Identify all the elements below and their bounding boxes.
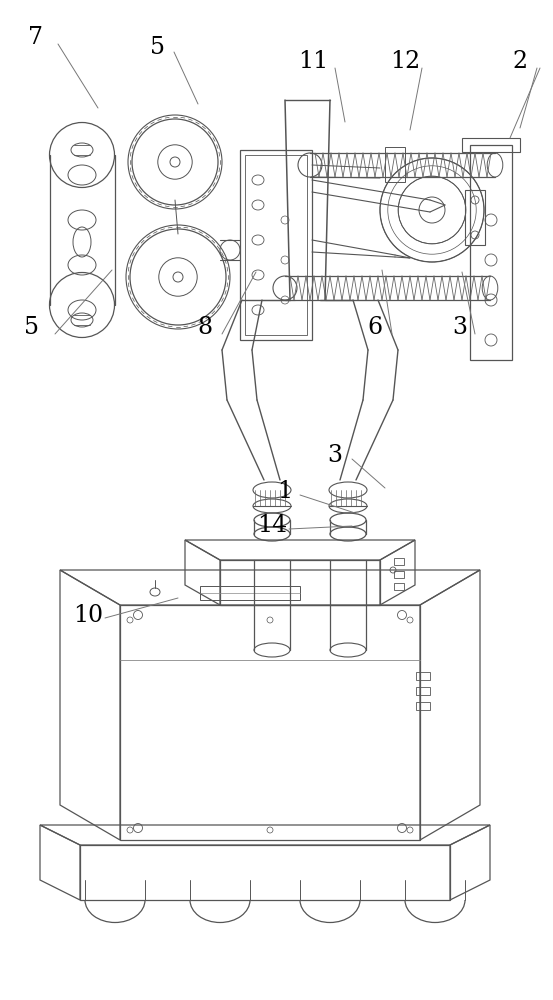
Text: 3: 3 [452, 316, 467, 340]
Bar [416, 687, 430, 695]
Bar [470, 145, 512, 360]
Bar [220, 560, 380, 605]
Bar [240, 150, 312, 340]
Bar [462, 138, 520, 152]
Bar [80, 845, 450, 900]
Bar [394, 583, 404, 590]
Bar [465, 190, 485, 245]
Text: 2: 2 [513, 50, 528, 74]
Bar [394, 571, 404, 578]
Text: 11: 11 [298, 50, 328, 74]
Text: 14: 14 [257, 514, 287, 538]
Bar [245, 155, 307, 335]
Text: 7: 7 [28, 26, 43, 49]
Text: 1: 1 [278, 481, 293, 504]
Bar [200, 586, 300, 600]
Text: 5: 5 [24, 316, 39, 340]
Text: 5: 5 [150, 36, 165, 60]
Text: 6: 6 [367, 316, 383, 340]
Text: 3: 3 [327, 444, 342, 466]
Bar [394, 558, 404, 565]
Bar [120, 605, 420, 840]
Bar [416, 702, 430, 710]
Text: 8: 8 [197, 316, 212, 340]
Bar [385, 147, 405, 182]
Text: 10: 10 [73, 603, 103, 626]
Text: 12: 12 [390, 50, 420, 74]
Bar [416, 672, 430, 680]
